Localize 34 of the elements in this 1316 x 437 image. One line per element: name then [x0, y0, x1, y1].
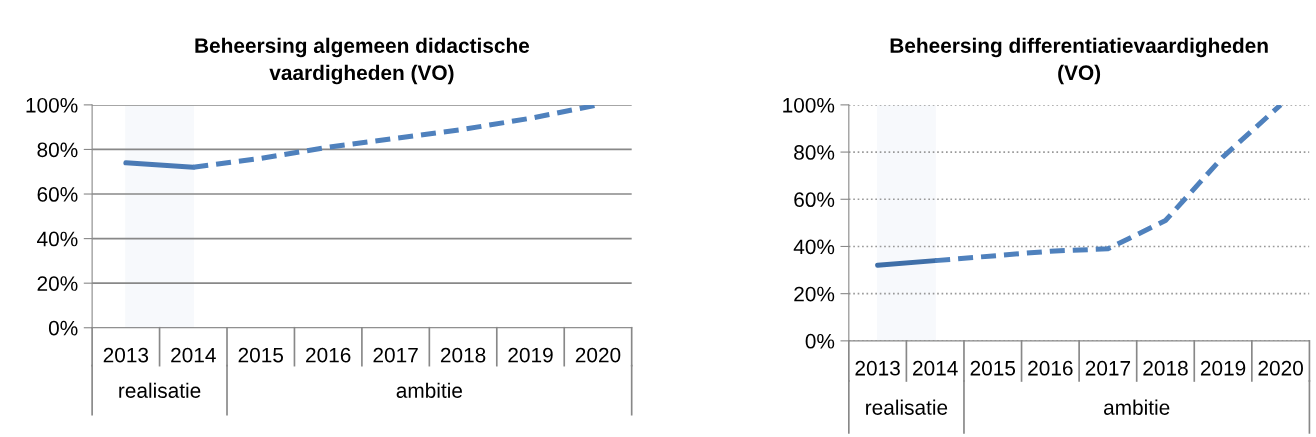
x-tick-label: 2013 — [103, 347, 149, 363]
x-tick-label: 2019 — [1200, 360, 1246, 376]
x-tick-label: 2015 — [238, 347, 284, 363]
x-tick-label: 2020 — [1258, 360, 1303, 376]
y-tick-label: 40% — [793, 239, 835, 255]
y-tick-label: 0% — [48, 320, 78, 336]
chart-title: Beheersing algemeen didactische vaardigheden (VO) — [195, 37, 530, 85]
x-tick-label: 2018 — [440, 347, 486, 363]
x-tick-label: 2019 — [508, 347, 553, 363]
y-tick-label: 0% — [805, 333, 835, 349]
text: ambitie — [396, 382, 462, 398]
text: ambitie — [1104, 399, 1170, 415]
y-tick-label: 80% — [37, 142, 78, 158]
x-tick-label: 2017 — [1085, 360, 1131, 376]
x-tick-label: 2016 — [1028, 360, 1073, 376]
x-tick-label: 2020 — [575, 347, 621, 363]
x-tick-label: 2015 — [970, 360, 1016, 376]
x-tick-label: 2017 — [373, 347, 418, 363]
text: realisatie — [866, 399, 948, 415]
y-tick-label: 40% — [37, 231, 78, 247]
y-tick-label: 20% — [794, 286, 835, 302]
y-tick-label: 100% — [26, 97, 78, 113]
y-tick-label: 80% — [794, 145, 835, 160]
x-tick-label: 2018 — [1143, 360, 1188, 376]
x-tick-label: 2013 — [855, 360, 900, 376]
y-tick-label: 60% — [37, 187, 78, 202]
x-tick-label: 2014 — [171, 347, 216, 363]
y-tick-label: 100% — [783, 97, 835, 113]
chart-title: Beheersing differentiatievaardigheden (VO) — [890, 37, 1268, 85]
y-tick-label: 60% — [794, 192, 835, 208]
text: realisatie — [119, 382, 201, 398]
x-tick-label: 2016 — [306, 347, 351, 363]
y-tick-label: 20% — [37, 276, 78, 291]
x-tick-label: 2014 — [913, 360, 958, 376]
